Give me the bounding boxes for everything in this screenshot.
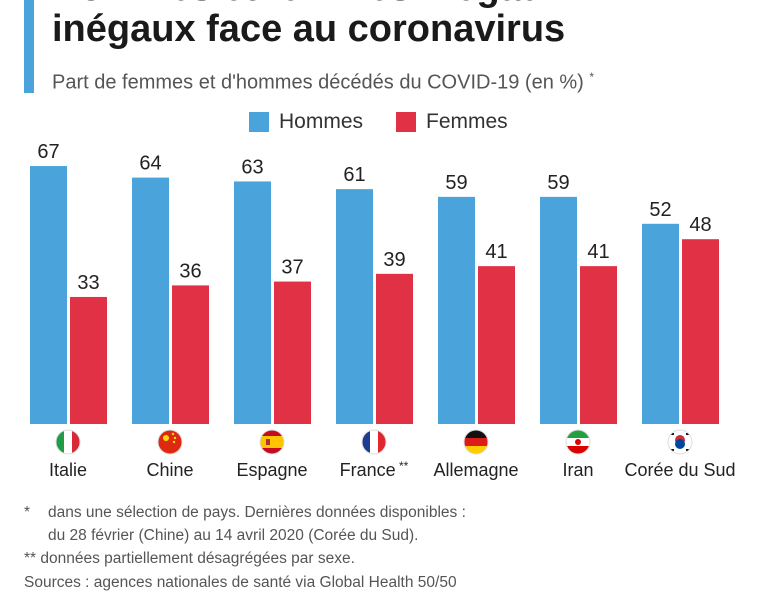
legend-label-femmes: Femmes	[426, 110, 508, 133]
legend-item-hommes: Hommes	[249, 110, 363, 134]
title-accent-bar	[24, 0, 34, 93]
category-label-1: Chine	[146, 460, 193, 480]
iran-flag-icon	[565, 429, 591, 455]
data-label-hommes-4: 59	[445, 172, 467, 194]
bar-chart: 67 33 Italie 64 36 Chine 63 37 Espagne 61 39 France…	[30, 141, 736, 480]
category-label-0: Italie	[49, 460, 87, 480]
footnote-1-line-2: du 28 février (Chine) au 14 avril 2020 (…	[48, 527, 419, 544]
title: Hommes et femmes inégaux inégaux face au…	[52, 0, 742, 60]
data-label-femmes-5: 41	[587, 241, 609, 263]
legend-swatch-femmes	[396, 112, 416, 132]
germany-flag-icon	[463, 429, 489, 455]
data-label-hommes-0: 67	[37, 141, 59, 163]
france-flag-icon	[361, 429, 387, 455]
bar-femmes-4	[478, 266, 515, 424]
bar-hommes-0	[30, 166, 67, 425]
subtitle-text: Part de femmes et d'hommes décédés du CO…	[52, 71, 584, 94]
category-label-3: France **	[340, 459, 409, 480]
bar-hommes-3	[336, 189, 373, 424]
category-label-6: Corée du Sud	[624, 460, 735, 480]
spain-flag-icon	[259, 429, 285, 455]
subtitle: Part de femmes et d'hommes décédés du CO…	[52, 70, 594, 95]
italy-flag-icon	[55, 429, 81, 455]
data-label-femmes-2: 37	[281, 257, 303, 279]
bar-hommes-6	[642, 223, 679, 424]
category-label-4: Allemagne	[433, 460, 518, 480]
data-label-femmes-6: 48	[689, 214, 711, 236]
footnote-1-line-1: * dans une sélection de pays. Dernières d…	[24, 504, 466, 522]
data-label-hommes-5: 59	[547, 172, 569, 194]
china-flag-icon	[157, 429, 183, 455]
data-label-femmes-1: 36	[179, 260, 201, 282]
bar-femmes-2	[274, 281, 311, 424]
category-label-2: Espagne	[236, 460, 307, 480]
legend-item-femmes: Femmes	[396, 110, 508, 134]
data-label-hommes-2: 63	[241, 156, 263, 178]
footnote-1-text-1: dans une sélection de pays. Dernières do…	[48, 504, 466, 521]
data-label-femmes-4: 41	[485, 241, 507, 263]
bar-femmes-6	[682, 239, 719, 424]
bar-hommes-1	[132, 177, 169, 424]
bar-femmes-5	[580, 266, 617, 424]
legend-swatch-hommes	[249, 112, 269, 132]
title-line-2: inégaux face au coronavirus	[52, 8, 566, 50]
data-label-hommes-1: 64	[139, 153, 161, 175]
bar-femmes-3	[376, 273, 413, 424]
data-label-hommes-3: 61	[343, 164, 365, 186]
legend-label-hommes: Hommes	[279, 110, 364, 133]
title-line-1: Hommes et femmes inégaux	[52, 0, 565, 10]
category-label-5: Iran	[562, 460, 593, 480]
legend: Hommes Femmes	[0, 110, 760, 138]
bar-hommes-5	[540, 196, 577, 424]
footnote-1-mark: *	[24, 504, 31, 521]
south-korea-flag-icon	[667, 429, 693, 455]
bar-hommes-2	[234, 181, 271, 424]
footnote-2: ** données partiellement désagrégées par…	[24, 550, 355, 567]
sources: Sources : agences nationales de santé vi…	[24, 574, 457, 591]
data-label-hommes-6: 52	[649, 199, 671, 221]
bar-femmes-1	[172, 285, 209, 424]
subtitle-footnote-mark: *	[589, 70, 595, 84]
data-label-femmes-0: 33	[77, 272, 99, 294]
bar-hommes-4	[438, 196, 475, 424]
data-label-femmes-3: 39	[383, 249, 405, 271]
bar-femmes-0	[70, 296, 107, 424]
